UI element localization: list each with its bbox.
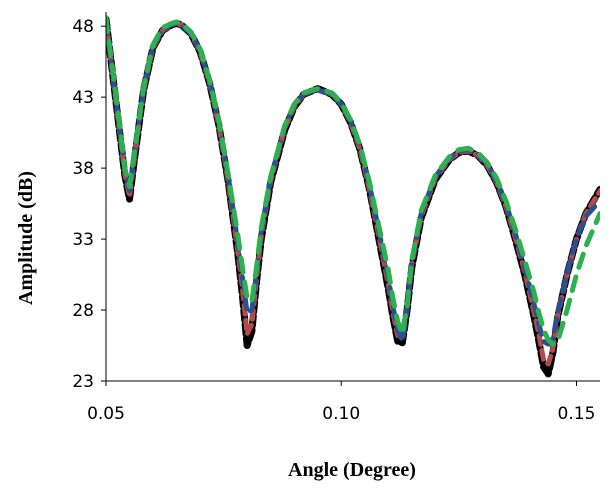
labels-layer: 23 28 33 38 43 48 0.05 0.10 0.15: [72, 17, 595, 424]
series-layer: [106, 15, 600, 378]
series-line-1: [106, 15, 600, 378]
series-line-4: [106, 15, 600, 347]
y-tick-label: 48: [72, 17, 94, 37]
y-tick-label: 23: [72, 372, 94, 392]
y-tick-label: 38: [72, 159, 94, 179]
axes-layer: [101, 12, 600, 386]
y-tick-label: 28: [72, 301, 94, 321]
y-axis-title: Amplitude (dB): [15, 171, 37, 305]
series-line-2: [106, 18, 600, 367]
x-axis-title: Angle (Degree): [288, 459, 416, 481]
series-line-3: [106, 19, 600, 347]
x-tick-label: 0.15: [558, 404, 596, 424]
y-tick-label: 33: [72, 230, 94, 250]
y-tick-label: 43: [72, 88, 94, 108]
x-tick-label: 0.10: [322, 404, 360, 424]
x-tick-label: 0.05: [87, 404, 125, 424]
